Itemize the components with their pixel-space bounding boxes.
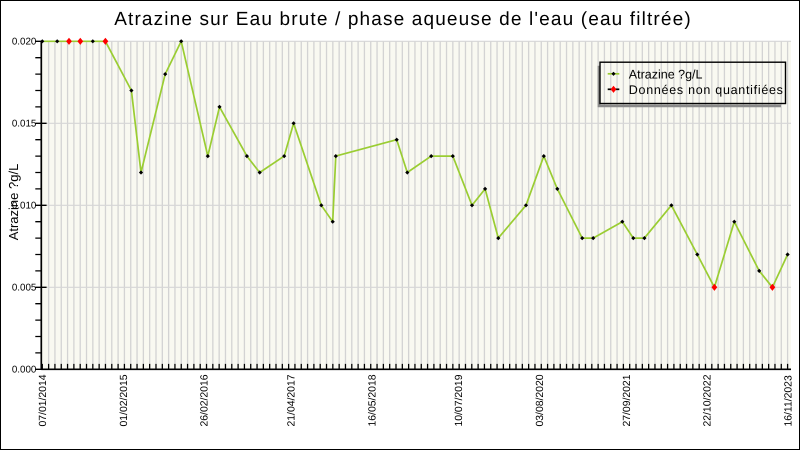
svg-text:0.010: 0.010 — [12, 201, 37, 212]
svg-text:16/05/2018: 16/05/2018 — [367, 374, 378, 426]
svg-text:Données non quantifiées: Données non quantifiées — [629, 83, 784, 97]
svg-text:01/02/2015: 01/02/2015 — [119, 374, 130, 426]
svg-text:Atrazine ?g/L: Atrazine ?g/L — [629, 67, 703, 81]
svg-text:10/07/2019: 10/07/2019 — [454, 374, 465, 426]
svg-text:22/10/2022: 22/10/2022 — [703, 374, 714, 426]
svg-text:26/02/2016: 26/02/2016 — [200, 374, 211, 426]
svg-text:0.005: 0.005 — [12, 283, 37, 294]
svg-text:03/08/2020: 03/08/2020 — [535, 374, 546, 426]
svg-text:0.020: 0.020 — [12, 37, 37, 48]
svg-text:07/01/2014: 07/01/2014 — [38, 374, 49, 426]
svg-text:27/09/2021: 27/09/2021 — [622, 374, 633, 426]
svg-text:Atrazine ?g/L: Atrazine ?g/L — [6, 164, 21, 241]
svg-text:Atrazine sur Eau brute / phase: Atrazine sur Eau brute / phase aqueuse d… — [114, 9, 692, 30]
svg-text:0.015: 0.015 — [12, 119, 37, 130]
svg-text:21/04/2017: 21/04/2017 — [287, 374, 298, 426]
svg-text:0.000: 0.000 — [12, 365, 37, 376]
svg-text:16/11/2023: 16/11/2023 — [783, 375, 794, 426]
